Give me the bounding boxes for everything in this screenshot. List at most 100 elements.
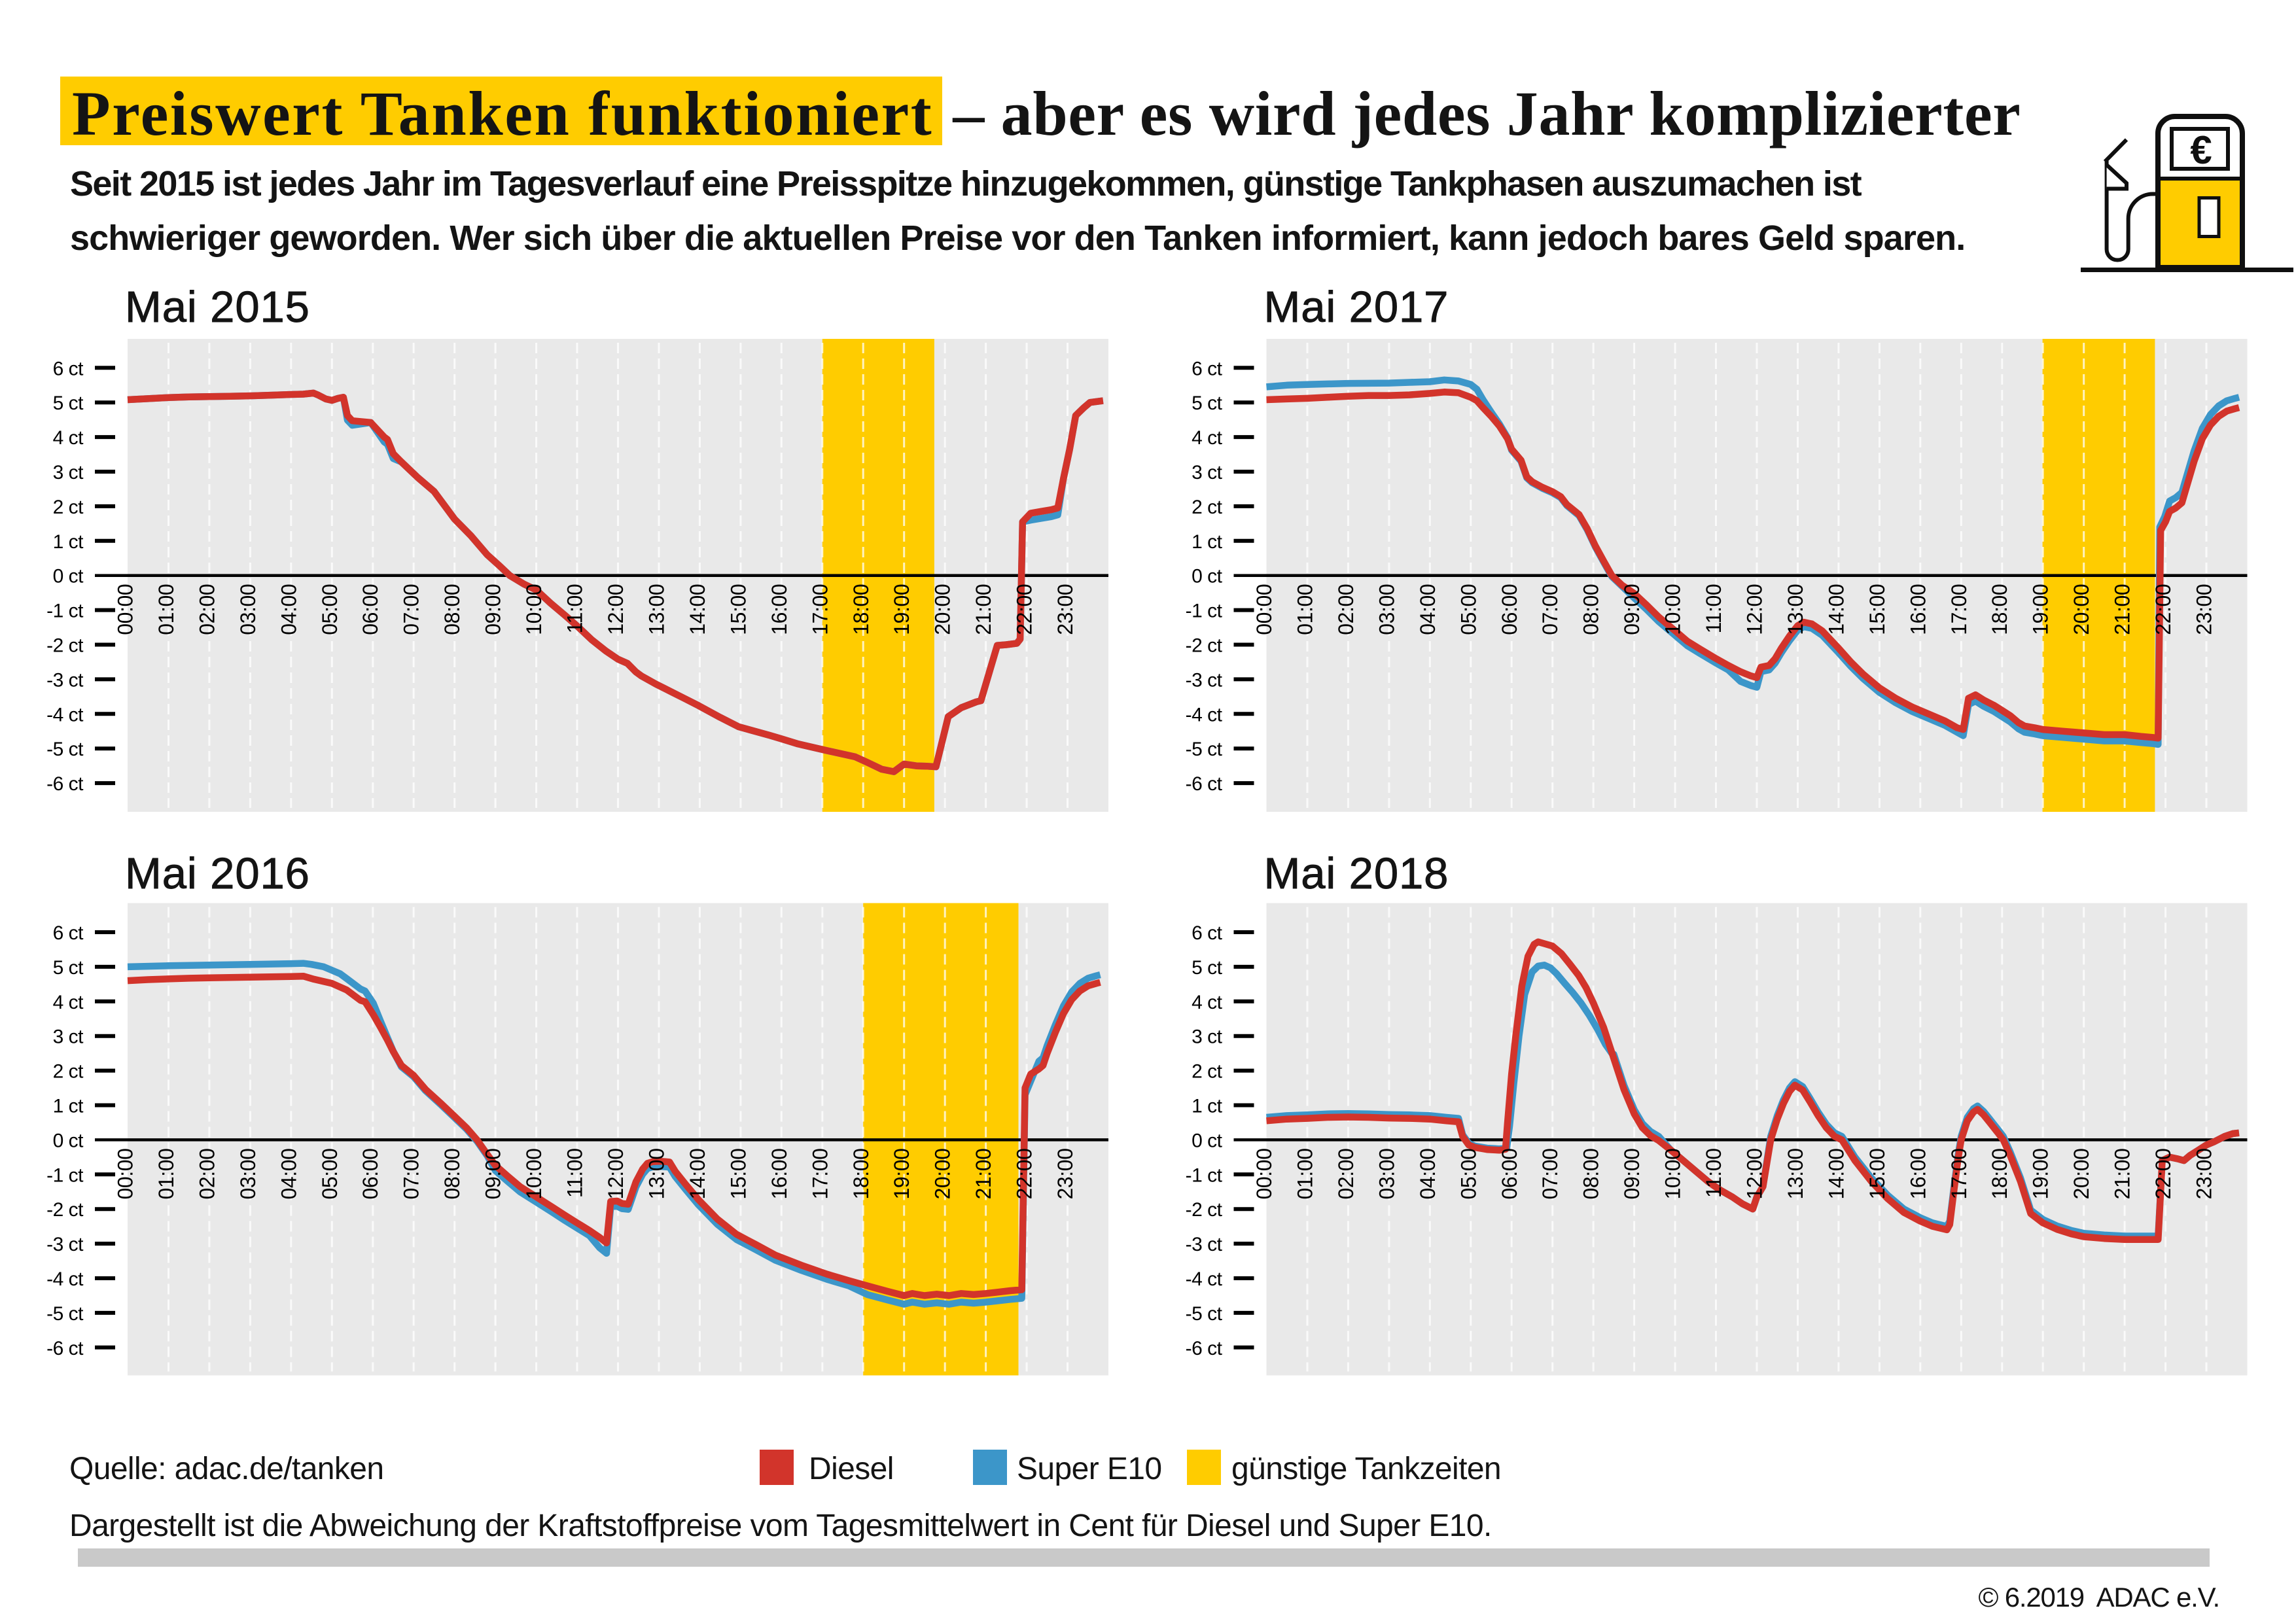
svg-text:6 ct: 6 ct bbox=[1192, 922, 1223, 944]
svg-text:05:00: 05:00 bbox=[318, 584, 342, 635]
svg-text:6 ct: 6 ct bbox=[1192, 358, 1223, 379]
svg-text:03:00: 03:00 bbox=[1375, 584, 1398, 635]
svg-text:07:00: 07:00 bbox=[400, 584, 423, 635]
svg-text:19:00: 19:00 bbox=[890, 1148, 913, 1199]
svg-text:-1 ct: -1 ct bbox=[1186, 1164, 1223, 1186]
svg-text:20:00: 20:00 bbox=[931, 1148, 955, 1199]
svg-text:Mai 2015: Mai 2015 bbox=[125, 283, 310, 332]
svg-text:08:00: 08:00 bbox=[440, 1148, 464, 1199]
svg-text:12:00: 12:00 bbox=[604, 584, 627, 635]
svg-text:00:00: 00:00 bbox=[114, 584, 137, 635]
svg-text:17:00: 17:00 bbox=[1947, 1148, 1971, 1199]
svg-text:-2 ct: -2 ct bbox=[1186, 1199, 1223, 1221]
svg-text:01:00: 01:00 bbox=[1294, 584, 1317, 635]
svg-text:2 ct: 2 ct bbox=[1192, 497, 1223, 518]
svg-text:-4 ct: -4 ct bbox=[46, 704, 84, 725]
svg-text:18:00: 18:00 bbox=[1988, 1148, 2011, 1199]
svg-text:-3 ct: -3 ct bbox=[46, 1234, 84, 1255]
svg-text:09:00: 09:00 bbox=[1620, 1148, 1644, 1199]
svg-text:18:00: 18:00 bbox=[849, 1148, 873, 1199]
svg-text:3 ct: 3 ct bbox=[1192, 1026, 1223, 1048]
svg-text:0 ct: 0 ct bbox=[53, 566, 84, 587]
svg-text:18:00: 18:00 bbox=[1988, 584, 2011, 635]
svg-text:16:00: 16:00 bbox=[1906, 584, 1930, 635]
svg-text:Mai 2016: Mai 2016 bbox=[125, 849, 310, 898]
svg-text:1 ct: 1 ct bbox=[53, 1096, 84, 1117]
svg-text:21:00: 21:00 bbox=[2111, 1148, 2134, 1199]
svg-text:1 ct: 1 ct bbox=[53, 531, 84, 553]
svg-text:5 ct: 5 ct bbox=[1192, 957, 1223, 979]
svg-text:11:00: 11:00 bbox=[563, 1148, 587, 1198]
svg-text:-3 ct: -3 ct bbox=[1186, 1234, 1223, 1255]
svg-text:20:00: 20:00 bbox=[2070, 1148, 2093, 1199]
svg-text:03:00: 03:00 bbox=[236, 584, 260, 635]
svg-text:-6 ct: -6 ct bbox=[1186, 1338, 1223, 1359]
svg-text:-6 ct: -6 ct bbox=[46, 1338, 84, 1359]
svg-text:6 ct: 6 ct bbox=[53, 358, 84, 379]
svg-text:11:00: 11:00 bbox=[1702, 584, 1725, 634]
svg-text:07:00: 07:00 bbox=[1538, 584, 1562, 635]
svg-text:-3 ct: -3 ct bbox=[1186, 669, 1223, 691]
svg-text:03:00: 03:00 bbox=[236, 1148, 260, 1199]
svg-text:19:00: 19:00 bbox=[2029, 1148, 2053, 1199]
svg-text:02:00: 02:00 bbox=[195, 1148, 219, 1199]
svg-text:23:00: 23:00 bbox=[2193, 584, 2216, 635]
svg-text:10:00: 10:00 bbox=[1661, 584, 1685, 635]
svg-text:09:00: 09:00 bbox=[482, 584, 505, 635]
svg-text:00:00: 00:00 bbox=[1252, 1148, 1276, 1199]
svg-text:22:00: 22:00 bbox=[1013, 584, 1036, 635]
svg-text:4 ct: 4 ct bbox=[53, 427, 84, 449]
svg-text:12:00: 12:00 bbox=[1743, 584, 1767, 635]
svg-text:04:00: 04:00 bbox=[1416, 1148, 1439, 1199]
svg-text:15:00: 15:00 bbox=[1865, 584, 1889, 635]
svg-text:06:00: 06:00 bbox=[1498, 1148, 1521, 1199]
svg-text:02:00: 02:00 bbox=[195, 584, 219, 635]
svg-text:16:00: 16:00 bbox=[1906, 1148, 1930, 1199]
svg-text:0 ct: 0 ct bbox=[1192, 1130, 1223, 1151]
svg-text:14:00: 14:00 bbox=[686, 584, 709, 635]
svg-text:07:00: 07:00 bbox=[400, 1148, 423, 1199]
svg-text:4 ct: 4 ct bbox=[1192, 992, 1223, 1013]
svg-text:Mai 2017: Mai 2017 bbox=[1264, 283, 1449, 332]
svg-text:-4 ct: -4 ct bbox=[1186, 704, 1223, 725]
svg-text:04:00: 04:00 bbox=[1416, 584, 1439, 635]
svg-text:18:00: 18:00 bbox=[849, 584, 873, 635]
svg-text:Mai 2018: Mai 2018 bbox=[1264, 849, 1449, 898]
svg-text:10:00: 10:00 bbox=[522, 584, 546, 635]
svg-text:10:00: 10:00 bbox=[1661, 1148, 1685, 1199]
svg-text:23:00: 23:00 bbox=[2193, 1148, 2216, 1199]
svg-text:4 ct: 4 ct bbox=[1192, 427, 1223, 449]
svg-text:14:00: 14:00 bbox=[1824, 1148, 1848, 1199]
svg-text:17:00: 17:00 bbox=[808, 584, 832, 635]
svg-text:3 ct: 3 ct bbox=[53, 462, 84, 483]
svg-text:-6 ct: -6 ct bbox=[46, 773, 84, 795]
svg-text:22:00: 22:00 bbox=[2151, 584, 2175, 635]
svg-text:09:00: 09:00 bbox=[1620, 584, 1644, 635]
svg-text:23:00: 23:00 bbox=[1053, 1148, 1077, 1199]
svg-text:3 ct: 3 ct bbox=[1192, 462, 1223, 483]
svg-text:5 ct: 5 ct bbox=[53, 957, 84, 979]
svg-text:4 ct: 4 ct bbox=[53, 992, 84, 1013]
svg-text:06:00: 06:00 bbox=[359, 1148, 382, 1199]
svg-text:1 ct: 1 ct bbox=[1192, 1096, 1223, 1117]
svg-text:€: € bbox=[2190, 128, 2212, 172]
svg-text:-6 ct: -6 ct bbox=[1186, 773, 1223, 795]
svg-text:1 ct: 1 ct bbox=[1192, 531, 1223, 553]
svg-text:-1 ct: -1 ct bbox=[46, 601, 84, 622]
svg-text:-2 ct: -2 ct bbox=[46, 635, 84, 657]
svg-text:20:00: 20:00 bbox=[2070, 584, 2093, 635]
svg-text:-2 ct: -2 ct bbox=[46, 1199, 84, 1221]
svg-text:04:00: 04:00 bbox=[277, 584, 300, 635]
svg-text:12:00: 12:00 bbox=[604, 1148, 627, 1199]
svg-text:20:00: 20:00 bbox=[931, 584, 955, 635]
svg-text:01:00: 01:00 bbox=[1294, 1148, 1317, 1199]
svg-text:07:00: 07:00 bbox=[1538, 1148, 1562, 1199]
svg-text:21:00: 21:00 bbox=[972, 584, 995, 635]
svg-text:5 ct: 5 ct bbox=[1192, 393, 1223, 414]
svg-text:06:00: 06:00 bbox=[1498, 584, 1521, 635]
svg-text:13:00: 13:00 bbox=[1784, 584, 1807, 635]
svg-text:01:00: 01:00 bbox=[154, 584, 178, 635]
svg-text:08:00: 08:00 bbox=[440, 584, 464, 635]
svg-text:05:00: 05:00 bbox=[318, 1148, 342, 1199]
svg-text:21:00: 21:00 bbox=[972, 1148, 995, 1199]
